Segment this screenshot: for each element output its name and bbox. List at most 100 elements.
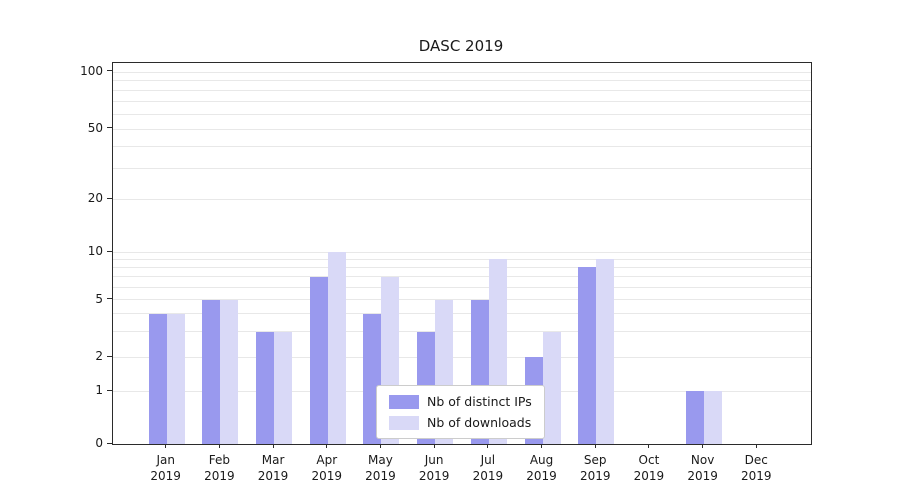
x-tick-label-month-apr: Apr [316,453,338,467]
gridline-5 [113,299,811,301]
x-tick-label-month-jan: Jan [156,453,175,467]
gridline-10 [113,251,811,253]
x-tick-label-year-jan: 2019 [150,469,181,484]
x-axis-labels: Jan 2019 Feb 2019 Mar 2019 Apr 2019 May 2019 Jun 20… [112,452,810,492]
legend-item-distinct-ips: Nb of distinct IPs [389,394,532,409]
x-tick-label-month-jun: Jun [424,453,444,467]
x-tick-label-month-dec: Dec [744,453,768,467]
y-tick-label-10: 10 [87,244,103,258]
y-tick-mark-1 [107,389,112,391]
x-tick-label-year-mar: 2019 [257,469,289,484]
y-tick-mark-20 [107,197,112,199]
gridline-100 [113,71,811,73]
x-tick-mark-may [379,444,381,448]
y-tick-mark-0 [107,442,112,444]
x-tick-mark-oct [648,444,650,448]
gridline-20 [113,198,811,200]
x-tick-mark-mar [272,444,274,448]
x-tick-label-month-sep: Sep [583,453,607,467]
x-tick-label-year-feb: 2019 [204,469,235,484]
plot-area: Nb of distinct IPs Nb of downloads [112,62,812,445]
bar-sep-distinct-ips [578,267,597,444]
y-axis-labels: 0 1 2 5 10 20 50 100 [0,62,103,450]
x-tick-label-nov: Nov 2019 [673,452,733,484]
bar-jan-distinct-ips [148,313,167,444]
x-tick-label-jun: Jun 2019 [404,452,464,484]
x-tick-label-year-sep: 2019 [579,469,611,484]
x-tick-mark-jul [487,444,489,448]
x-tick-label-year-apr: 2019 [311,469,343,484]
x-tick-label-month-nov: Nov [690,453,715,467]
gridline-30 [113,167,811,169]
x-tick-label-apr: Apr 2019 [297,452,357,484]
gridline-70 [113,100,811,102]
x-tick-label-jan: Jan 2019 [136,452,196,484]
gridline-7 [113,276,811,278]
bar-apr-distinct-ips [309,276,328,444]
x-tick-label-month-jul: Jul [480,453,496,467]
x-tick-label-jul: Jul 2019 [458,452,518,484]
x-tick-label-year-oct: 2019 [633,469,665,484]
gridline-2 [113,356,811,358]
y-tick-mark-2 [107,355,112,357]
y-tick-mark-5 [107,298,112,300]
y-tick-label-50: 50 [87,120,103,135]
y-tick-mark-50 [107,127,112,129]
x-tick-mark-feb [218,444,220,448]
y-tick-label-1: 1 [95,383,103,397]
gridline-9 [113,258,811,260]
x-tick-label-oct: Oct 2019 [619,452,679,484]
bar-aug-downloads [542,331,561,444]
x-tick-label-month-may: May [368,453,393,467]
x-tick-mark-nov [702,444,704,448]
legend: Nb of distinct IPs Nb of downloads [376,385,545,439]
x-tick-label-month-feb: Feb [208,453,230,467]
y-tick-label-20: 20 [87,191,103,206]
x-tick-label-aug: Aug 2019 [512,452,572,484]
chart-title: DASC 2019 [418,37,504,55]
x-tick-label-year-may: 2019 [365,469,396,484]
y-tick-mark-10 [107,250,112,252]
x-tick-mark-jun [433,444,435,448]
x-tick-mark-sep [594,444,596,448]
gridlines [113,63,811,444]
x-tick-label-sep: Sep 2019 [565,452,625,484]
legend-item-downloads: Nb of downloads [389,415,532,430]
legend-swatch-downloads [389,415,419,430]
x-tick-label-year-aug: 2019 [526,469,557,484]
x-tick-label-feb: Feb 2019 [189,452,249,484]
gridline-40 [113,145,811,147]
x-tick-label-month-mar: Mar [261,453,285,467]
x-tick-label-month-aug: Aug [529,453,554,467]
x-tick-label-mar: Mar 2019 [243,452,303,484]
y-tick-label-5: 5 [95,291,103,306]
x-tick-label-month-oct: Oct [638,453,660,467]
bar-feb-downloads [220,299,239,444]
gridline-4 [113,313,811,315]
gridline-60 [113,113,811,115]
bar-feb-distinct-ips [202,299,221,444]
bar-apr-downloads [327,252,346,444]
bar-nov-distinct-ips [685,391,704,444]
gridline-80 [113,89,811,91]
legend-label-downloads: Nb of downloads [427,415,532,430]
bar-sep-downloads [596,259,615,444]
gridline-90 [113,80,811,82]
x-tick-mark-apr [326,444,328,448]
x-tick-label-may: May 2019 [350,452,410,484]
x-tick-label-year-nov: 2019 [687,469,718,484]
bar-mar-downloads [274,331,293,444]
legend-label-distinct-ips: Nb of distinct IPs [427,394,532,409]
y-tick-mark-100 [107,70,112,72]
x-tick-label-year-jun: 2019 [418,469,450,484]
bar-jan-downloads [166,313,185,444]
x-tick-mark-dec [755,444,757,448]
x-tick-label-year-jul: 2019 [472,469,504,484]
legend-swatch-distinct-ips [389,394,419,409]
gridline-50 [113,128,811,130]
x-tick-label-dec: Dec 2019 [726,452,786,484]
x-tick-mark-jan [165,444,167,448]
gridline-8 [113,266,811,268]
x-tick-label-year-dec: 2019 [741,469,772,484]
